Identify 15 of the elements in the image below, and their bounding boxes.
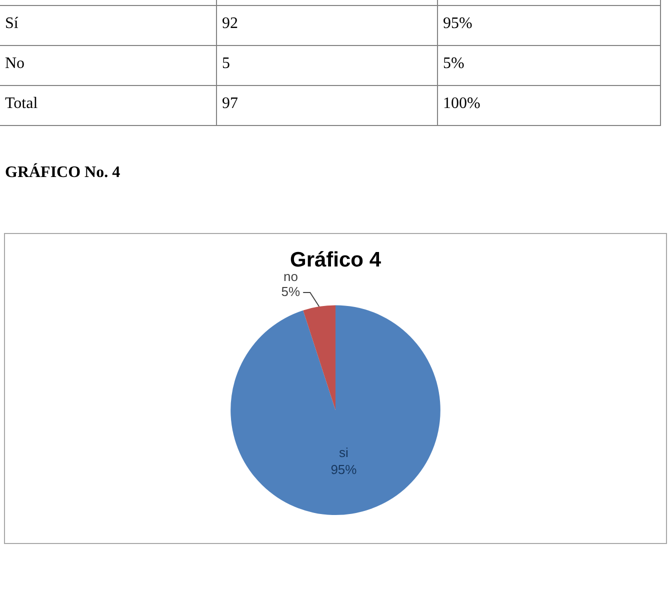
chart-title: Gráfico 4	[290, 248, 382, 272]
text: 95%	[443, 14, 472, 33]
text: Sí	[5, 14, 18, 33]
text: 92	[222, 14, 238, 33]
text: 5%	[443, 54, 464, 73]
text: No	[5, 54, 25, 73]
data-label: 95%	[330, 462, 358, 477]
text: GRÁFICO No. 4	[5, 163, 120, 183]
slice-label: no	[283, 269, 298, 284]
text: 5	[222, 54, 230, 73]
slice-label: si	[339, 444, 349, 460]
text: Total	[5, 94, 38, 113]
text: 97	[222, 94, 238, 113]
text: 100%	[443, 94, 480, 113]
data-label: 5%	[281, 284, 301, 300]
